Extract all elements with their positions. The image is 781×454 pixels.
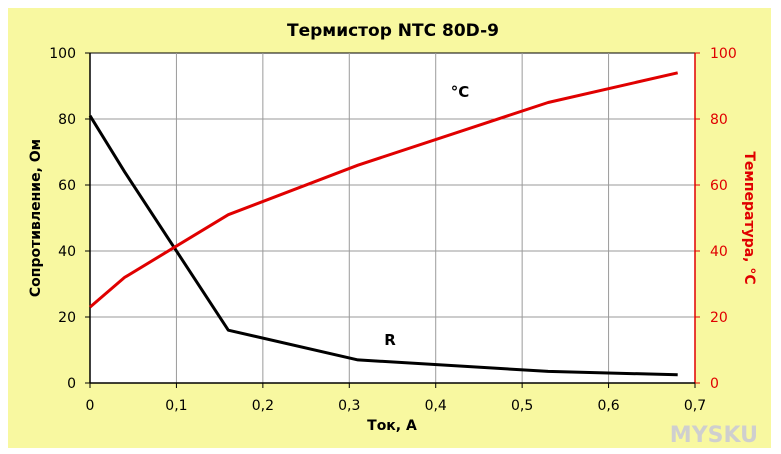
x-tick-label: 0,6 xyxy=(597,398,619,414)
y-tick-label-left: 100 xyxy=(49,46,76,62)
plot-area xyxy=(89,52,696,384)
tick-labels: 0 0,1 0,2 0,3 0,4 0,5 0,6 0,7020406080100020406… xyxy=(49,46,736,414)
series-line-temperature xyxy=(89,71,679,309)
x-axis-label: Ток, А xyxy=(367,418,417,434)
series-layer xyxy=(88,71,679,377)
x-tick-label: 0,5 xyxy=(511,398,533,414)
y-tick-label-left: 80 xyxy=(58,112,76,128)
y-tick-label-right: 100 xyxy=(710,46,737,62)
y-tick-label-left: 60 xyxy=(58,178,76,194)
y-axis-label-right: Температура, °С xyxy=(741,151,757,284)
series-line-resistance xyxy=(88,114,678,377)
x-tick-label: 0,4 xyxy=(425,398,447,414)
y-axis-label-left: Сопротивление, Ом xyxy=(28,139,44,297)
y-tick-label-left: 40 xyxy=(58,244,76,260)
series-label-temperature: °С xyxy=(451,83,470,101)
y-tick-label-right: 20 xyxy=(710,310,728,326)
x-tick-label: 0,7 xyxy=(684,398,706,414)
x-tick-label: 0 xyxy=(86,398,95,414)
axes xyxy=(85,52,700,388)
y-tick-label-right: 80 xyxy=(710,112,728,128)
y-tick-label-right: 60 xyxy=(710,178,728,194)
series-label-r: R xyxy=(384,331,396,349)
x-tick-label: 0,1 xyxy=(165,398,187,414)
x-tick-label: 0,3 xyxy=(338,398,360,414)
x-tick-label: 0,2 xyxy=(252,398,274,414)
y-tick-label-left: 0 xyxy=(67,376,76,392)
y-tick-label-right: 40 xyxy=(710,244,728,260)
chart-title: Термистор NTC 80D-9 xyxy=(287,21,499,41)
y-tick-label-right: 0 xyxy=(710,376,719,392)
watermark-logo: MYSKU xyxy=(670,423,758,448)
y-tick-label-left: 20 xyxy=(58,310,76,326)
grid xyxy=(90,53,695,383)
